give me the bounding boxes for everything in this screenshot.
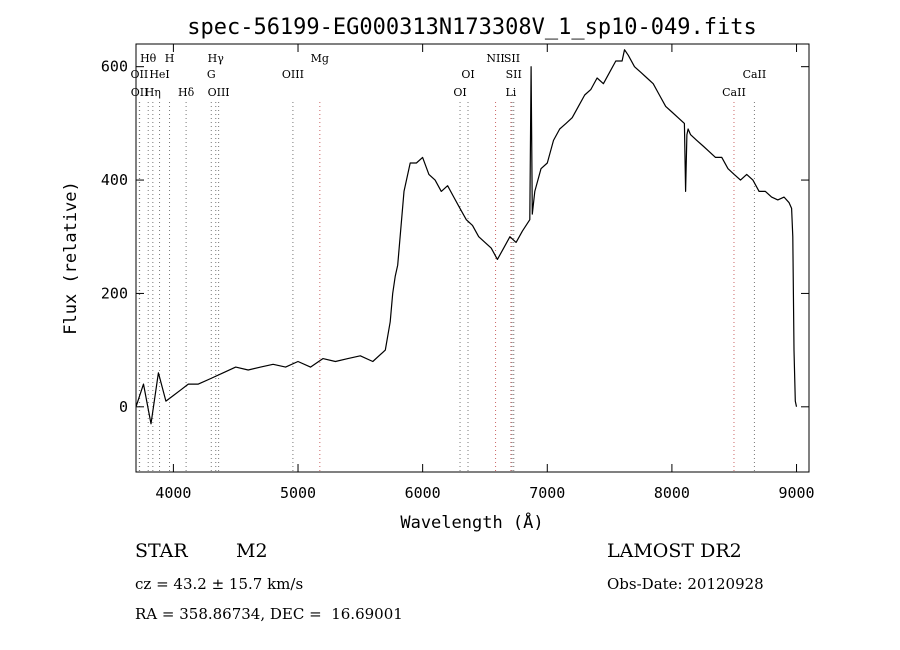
spectral-line-label: CaII [743,68,767,81]
spectral-line-label: Hγ [208,52,225,65]
spectral-line-label: OII [131,86,149,99]
x-tick-label: 7000 [529,484,565,502]
x-tick-label: 6000 [405,484,441,502]
spectral-line-label: SII [504,52,520,65]
spectrum-series [135,49,798,425]
chart-title: spec-56199-EG000313N173308V_1_sp10-049.f… [187,15,757,40]
y-tick-label: 0 [119,398,128,416]
axis-ticks: 4000 5000 6000 7000 8000 9000 0 200 400 600 [101,44,815,502]
spectral-line-label: OIII [282,68,304,81]
x-tick-label: 9000 [778,484,814,502]
spectral-line-label: Mg [311,52,329,65]
spectral-line-label: H [165,52,175,65]
object-subclass: M2 [236,540,268,562]
x-tick-label: 8000 [654,484,690,502]
spectral-line-label: Hθ [140,52,157,65]
x-tick-label: 4000 [155,484,191,502]
y-tick-label: 600 [101,58,128,76]
spectral-line-label: NII [486,52,504,65]
spectral-line-label: Hη [145,86,161,99]
y-tick-label: 200 [101,284,128,302]
spectral-line-label: Li [505,86,516,99]
survey-name: LAMOST DR2 [607,540,742,562]
spectral-line-label: OI [453,86,466,99]
y-axis-label: Flux (relative) [61,181,81,335]
spectral-line-label: G [207,68,216,81]
spectral-line-label: OII [131,68,149,81]
spectral-line-label: Hδ [178,86,195,99]
spectral-line-label: OIII [208,86,230,99]
spectral-line-label: HeI [149,68,169,81]
spectrum-line [135,49,798,425]
y-tick-label: 400 [101,171,128,189]
coordinates: RA = 358.86734, DEC = 16.69001 [135,605,403,623]
spectral-line-markers: Hθ OII OII H HeI Hη Hδ Hγ G OIII OIII Mg OI OI NII SII S… [131,52,767,472]
plot-frame [135,43,810,473]
spectral-line-label: OI [461,68,474,81]
x-tick-label: 5000 [280,484,316,502]
redshift-cz: cz = 43.2 ± 15.7 km/s [135,575,304,593]
observation-date: Obs-Date: 20120928 [607,575,764,593]
spectral-line-label: SII [506,68,522,81]
spectral-line-label: CaII [722,86,746,99]
object-class: STAR [135,540,188,562]
x-axis-label: Wavelength (Å) [400,511,543,533]
